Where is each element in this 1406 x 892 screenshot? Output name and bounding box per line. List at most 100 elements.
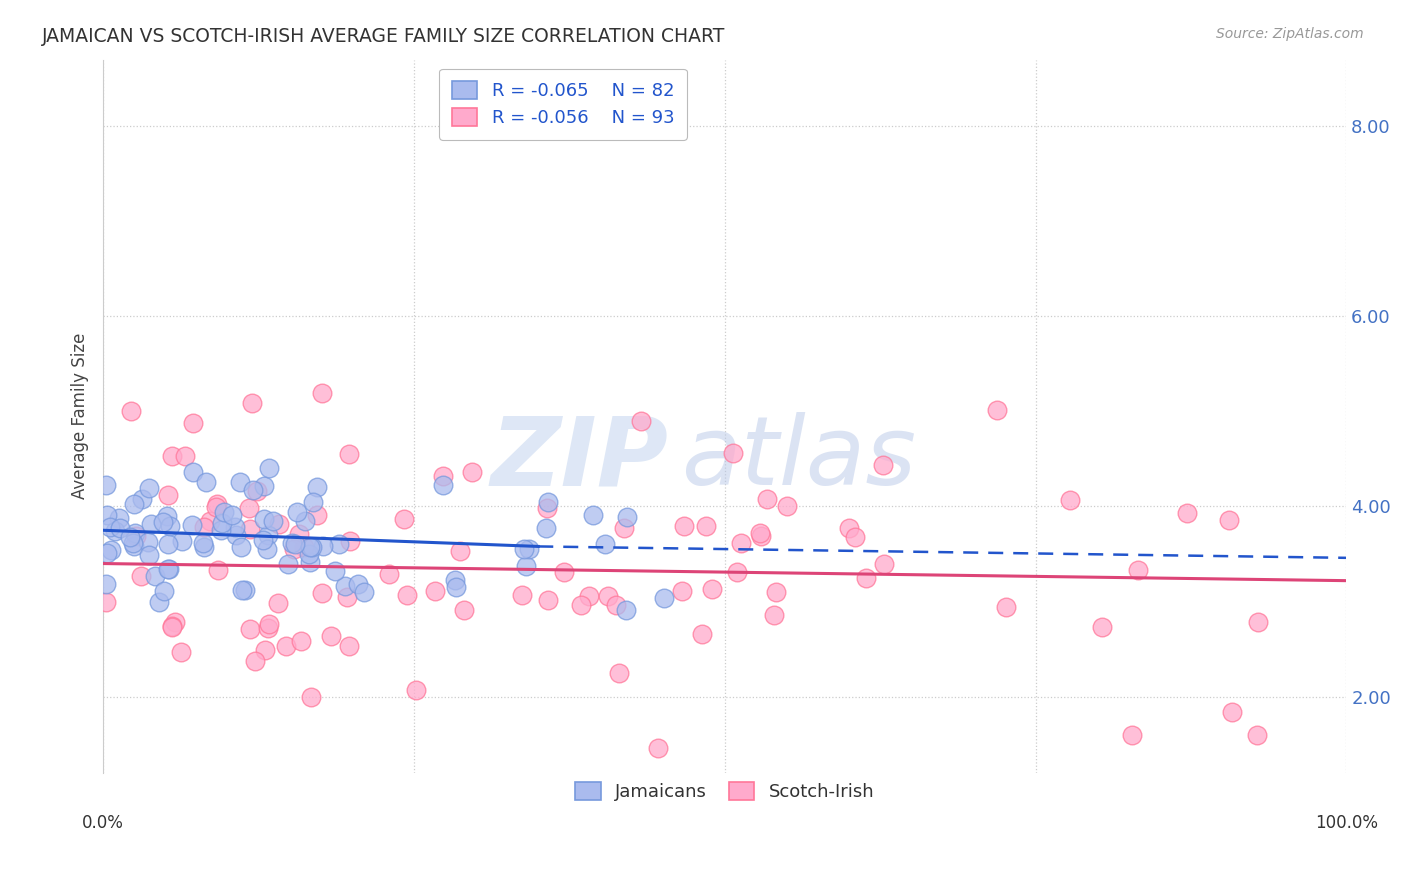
Point	[238, 501, 260, 516]
Point	[288, 527, 311, 541]
Legend: Jamaicans, Scotch-Irish: Jamaicans, Scotch-Irish	[562, 770, 887, 814]
Point	[229, 540, 252, 554]
Point	[536, 500, 558, 515]
Point	[517, 541, 540, 556]
Point	[765, 584, 787, 599]
Point	[536, 593, 558, 607]
Point	[172, 534, 194, 549]
Point	[378, 567, 401, 582]
Point	[290, 634, 312, 648]
Point	[124, 525, 146, 540]
Point	[205, 497, 228, 511]
Point	[582, 508, 605, 523]
Point	[148, 595, 170, 609]
Point	[221, 508, 243, 522]
Point	[394, 511, 416, 525]
Point	[181, 465, 204, 479]
Point	[593, 536, 616, 550]
Point	[333, 579, 356, 593]
Point	[690, 627, 713, 641]
Y-axis label: Average Family Size: Average Family Size	[72, 333, 89, 500]
Point	[191, 536, 214, 550]
Point	[337, 639, 360, 653]
Point	[198, 514, 221, 528]
Point	[700, 582, 723, 596]
Point	[347, 577, 370, 591]
Point	[512, 588, 534, 602]
Point	[257, 461, 280, 475]
Point	[96, 477, 118, 491]
Point	[211, 516, 233, 530]
Point	[725, 566, 748, 580]
Point	[121, 535, 143, 549]
Point	[256, 541, 278, 556]
Point	[305, 480, 328, 494]
Point	[181, 518, 204, 533]
Point	[108, 511, 131, 525]
Point	[312, 539, 335, 553]
Point	[613, 521, 636, 535]
Point	[432, 469, 454, 483]
Point	[337, 447, 360, 461]
Point	[131, 492, 153, 507]
Point	[1175, 506, 1198, 520]
Text: 100.0%: 100.0%	[1315, 814, 1378, 832]
Point	[242, 483, 264, 498]
Point	[616, 509, 638, 524]
Point	[763, 608, 786, 623]
Point	[163, 615, 186, 629]
Point	[461, 466, 484, 480]
Point	[672, 519, 695, 533]
Point	[299, 555, 322, 569]
Point	[253, 643, 276, 657]
Point	[721, 446, 744, 460]
Point	[156, 537, 179, 551]
Point	[138, 481, 160, 495]
Point	[339, 534, 361, 549]
Point	[262, 514, 284, 528]
Point	[652, 591, 675, 606]
Point	[156, 509, 179, 524]
Point	[319, 629, 342, 643]
Point	[157, 488, 180, 502]
Point	[160, 449, 183, 463]
Point	[855, 571, 877, 585]
Point	[125, 529, 148, 543]
Point	[671, 584, 693, 599]
Point	[160, 620, 183, 634]
Point	[156, 561, 179, 575]
Point	[534, 521, 557, 535]
Point	[453, 603, 475, 617]
Point	[253, 479, 276, 493]
Text: ZIP: ZIP	[491, 412, 669, 506]
Text: 0.0%: 0.0%	[82, 814, 124, 832]
Point	[170, 645, 193, 659]
Point	[257, 617, 280, 632]
Point	[181, 417, 204, 431]
Point	[141, 517, 163, 532]
Point	[748, 525, 770, 540]
Point	[104, 524, 127, 538]
Point	[449, 544, 471, 558]
Point	[425, 583, 447, 598]
Point	[302, 495, 325, 509]
Point	[614, 603, 637, 617]
Point	[986, 402, 1008, 417]
Point	[776, 499, 799, 513]
Point	[605, 599, 627, 613]
Point	[299, 690, 322, 704]
Text: atlas: atlas	[682, 412, 917, 506]
Point	[212, 505, 235, 519]
Point	[193, 520, 215, 534]
Point	[159, 518, 181, 533]
Point	[1246, 728, 1268, 742]
Point	[872, 458, 894, 472]
Point	[1126, 563, 1149, 577]
Point	[444, 573, 467, 587]
Point	[157, 562, 180, 576]
Point	[152, 516, 174, 530]
Point	[193, 540, 215, 554]
Point	[138, 548, 160, 562]
Point	[838, 521, 860, 535]
Point	[395, 588, 418, 602]
